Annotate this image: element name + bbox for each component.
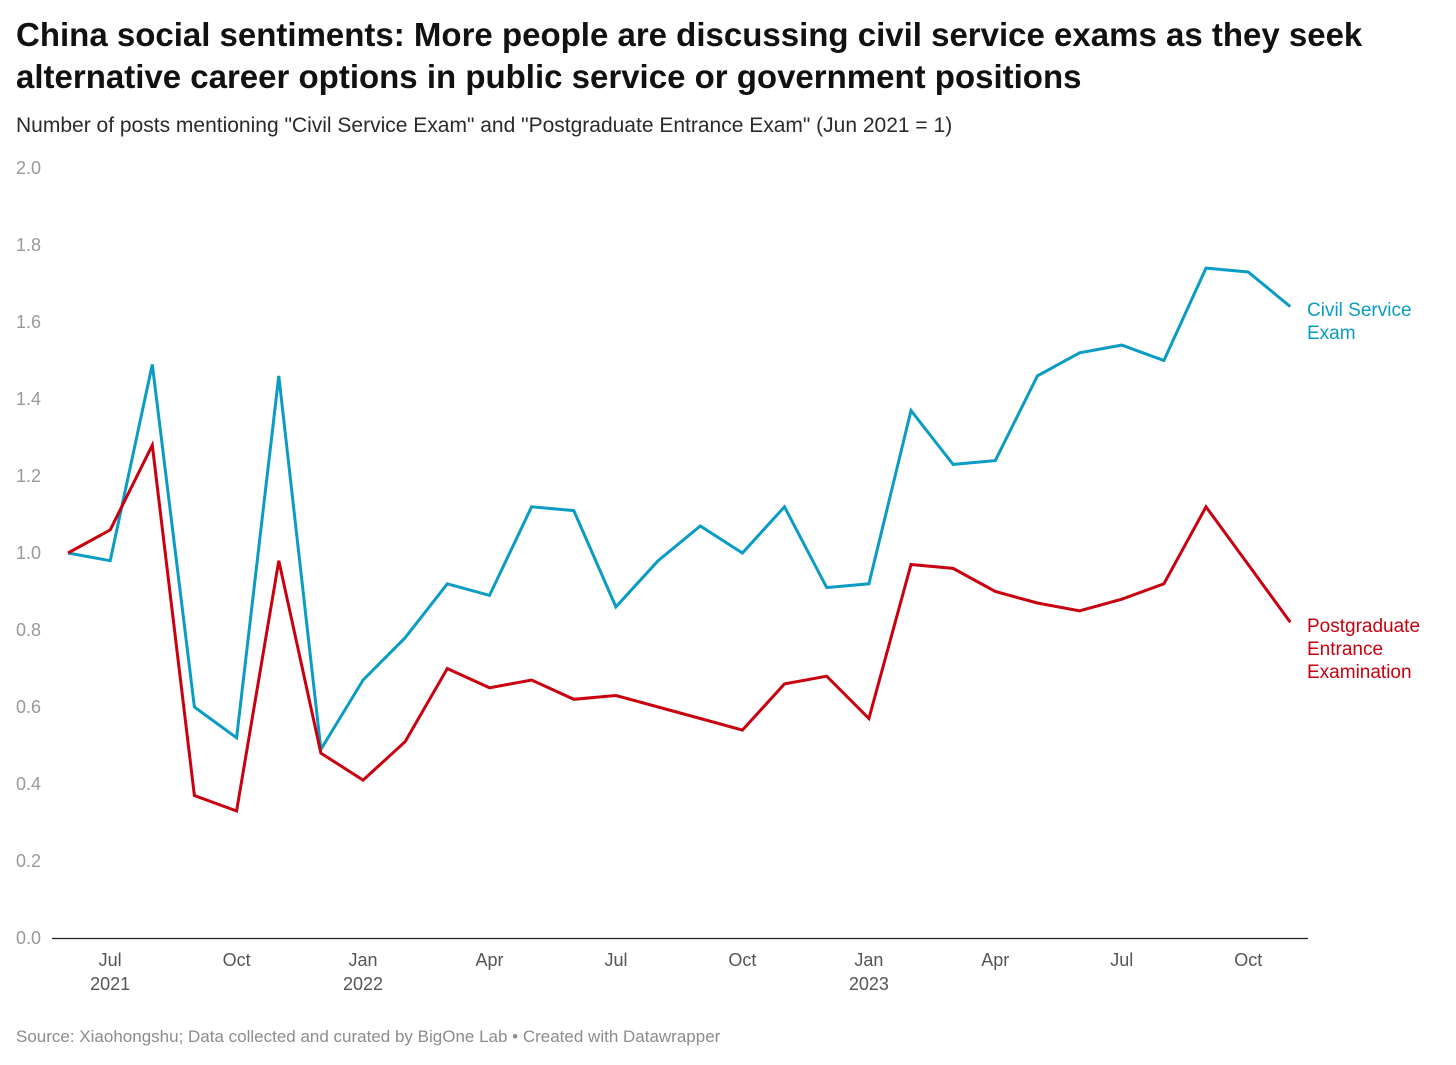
- x-tick-year: 2022: [343, 974, 383, 994]
- series-label-postgrad: Entrance: [1307, 639, 1383, 660]
- y-tick-label: 0.8: [16, 620, 41, 640]
- y-tick-label: 1.6: [16, 312, 41, 332]
- x-tick-label: Apr: [475, 950, 503, 970]
- x-tick-label: Apr: [981, 950, 1009, 970]
- y-tick-label: 1.2: [16, 466, 41, 486]
- source-note: Source: Xiaohongshu; Data collected and …: [16, 1027, 721, 1046]
- series-line-civil: [67, 266, 1292, 754]
- series-line-postgrad: [67, 440, 1292, 814]
- series-label-postgrad: Examination: [1307, 662, 1412, 683]
- x-tick-label: Oct: [728, 950, 756, 970]
- y-tick-label: 2.0: [16, 158, 41, 178]
- y-tick-label: 0.6: [16, 697, 41, 717]
- x-tick-label: Jul: [99, 950, 122, 970]
- x-tick-year: 2021: [90, 974, 130, 994]
- y-tick-label: 1.8: [16, 235, 41, 255]
- x-tick-label: Jan: [854, 950, 883, 970]
- x-axis-ticks: Jul 2021 Oct Jan 2022 Apr Jul Oct Jan 2023 Apr Jul O…: [90, 950, 1262, 994]
- series-label-civil: Civil Service: [1307, 300, 1412, 321]
- y-tick-label: 0.0: [16, 928, 41, 948]
- y-tick-label: 0.2: [16, 851, 41, 871]
- x-tick-label: Oct: [223, 950, 251, 970]
- y-tick-label: 1.0: [16, 543, 41, 563]
- x-tick-label: Jan: [349, 950, 378, 970]
- series-label-civil: Exam: [1307, 323, 1356, 344]
- y-axis-ticks: 0.0 0.2 0.4 0.6 0.8 1.0 1.2 1.4 1.6 1.8 2.0: [16, 158, 41, 948]
- chart-title: China social sentiments: More people are…: [16, 16, 1363, 95]
- x-tick-label: Jul: [1110, 950, 1133, 970]
- x-tick-label: Jul: [604, 950, 627, 970]
- y-tick-label: 0.4: [16, 774, 41, 794]
- series-lines: [67, 266, 1292, 814]
- y-tick-label: 1.4: [16, 389, 41, 409]
- x-tick-year: 2023: [849, 974, 889, 994]
- x-tick-label: Oct: [1234, 950, 1262, 970]
- chart-subtitle: Number of posts mentioning "Civil Servic…: [16, 114, 953, 137]
- series-label-postgrad: Postgraduate: [1307, 616, 1420, 637]
